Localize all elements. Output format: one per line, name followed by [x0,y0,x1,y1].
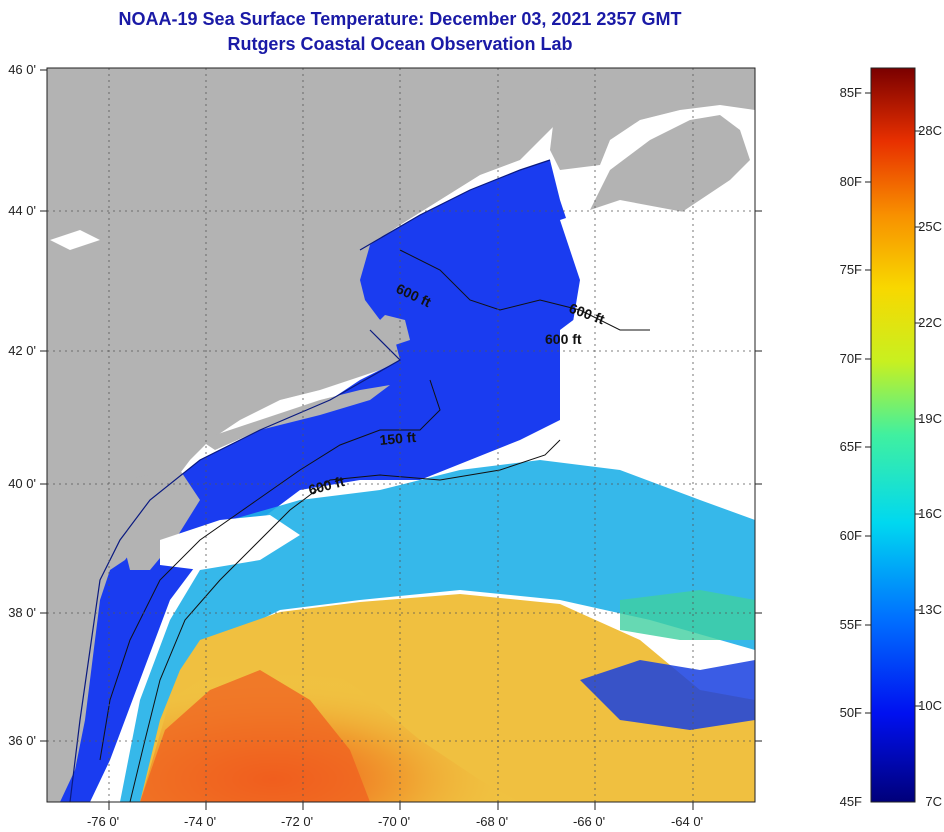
coastline [69,159,551,802]
lon-label: -76 0' [87,814,119,829]
colorbar-f-label: 85F [840,85,862,100]
lon-label: -64 0' [671,814,703,829]
sst-field-cold [47,160,600,802]
lon-label: -74 0' [184,814,216,829]
contour-label: 150 ft [379,429,417,448]
contour-150ft [99,379,441,761]
map-title: NOAA-19 Sea Surface Temperature: Decembe… [118,9,682,29]
land-new-jersey [120,470,200,570]
lat-label: 46 0' [8,62,36,77]
colorbar-f-label: 65F [840,439,862,454]
contour-600ft-shelf [129,439,561,802]
lat-label: 44 0' [8,203,36,218]
lat-label: 40 0' [8,476,36,491]
cloud-patch-gulf [560,200,755,470]
map-frame [46,67,756,803]
colorbar-f-label: 70F [840,351,862,366]
colorbar-f-label: 55F [840,617,862,632]
land-cape-cod [370,315,410,345]
colorbar-f-label: 75F [840,262,862,277]
lon-label: -72 0' [281,814,313,829]
lon-label: -70 0' [378,814,410,829]
contour-label: 600 ft [545,331,582,347]
colorbar-c-label: 22C [918,315,942,330]
colorbar-c-label: 10C [918,698,942,713]
land-canada-north [550,68,755,170]
axis-ticks [40,69,762,810]
cloud-patch-lake [50,230,100,250]
colorbar-f-label: 80F [840,174,862,189]
colorbar-f-label: 50F [840,705,862,720]
land-us-mainland [47,68,560,802]
lon-label: -68 0' [476,814,508,829]
colorbar-c-label: 19C [918,411,942,426]
map-subtitle: Rutgers Coastal Ocean Observation Lab [227,34,573,54]
lat-label: 42 0' [8,343,36,358]
colorbar-c-label: 28C [918,123,942,138]
land-long-island [200,385,390,450]
colorbar [870,67,916,803]
graticule [47,68,755,802]
colorbar-c-label: 25C [918,219,942,234]
colorbar-ticks [865,92,921,714]
cloud-patch-nj [160,515,300,570]
contour-600ft-gulf [399,249,650,331]
colorbar-c-label: 13C [918,602,942,617]
colorbar-c-label: 7C [925,794,942,809]
colorbar-f-label: 60F [840,528,862,543]
lon-label: -66 0' [573,814,605,829]
colorbar-c-label: 16C [918,506,942,521]
sst-field-cool-east [580,660,755,730]
lat-label: 36 0' [8,733,36,748]
colorbar-f-label: 45F [840,794,862,809]
map-panel [47,68,755,802]
sst-field-hot-core [140,670,370,802]
sst-field-green-east [620,590,755,640]
lat-label: 38 0' [8,605,36,620]
